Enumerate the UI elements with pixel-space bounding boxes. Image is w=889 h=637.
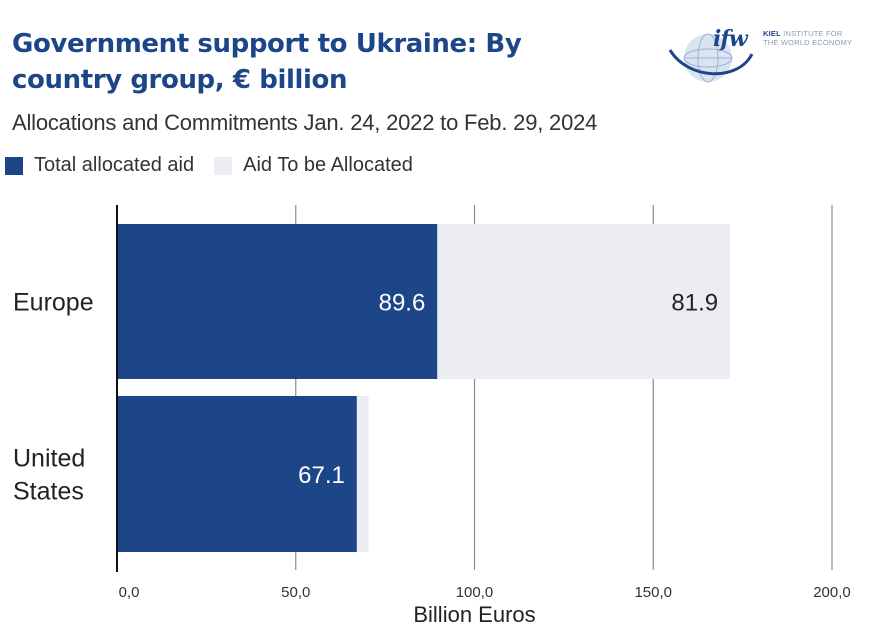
chart-title: Government support to Ukraine: By countr… bbox=[12, 29, 522, 95]
logo-org-line1: INSTITUTE FOR bbox=[780, 29, 843, 38]
chart-subtitle: Allocations and Commitments Jan. 24, 202… bbox=[12, 110, 598, 135]
x-tick-label-4: 200,0 bbox=[813, 584, 851, 601]
x-tick-label-3: 150,0 bbox=[634, 584, 672, 601]
bar-0-0 bbox=[117, 224, 438, 379]
legend-swatch-allocated bbox=[5, 156, 23, 175]
data-label-1-0: 67.1 bbox=[298, 462, 345, 489]
bar-1-0 bbox=[117, 396, 357, 552]
legend-label-to-be-allocated: Aid To be Allocated bbox=[243, 154, 413, 176]
legend-swatch-to-be-allocated bbox=[214, 156, 233, 175]
legend: Total allocated aid Aid To be Allocated bbox=[5, 154, 433, 177]
data-label-0-0: 89.6 bbox=[379, 290, 426, 317]
logo-org-name: KIEL INSTITUTE FOR THE WORLD ECONOMY bbox=[763, 29, 852, 47]
category-label-1-0: United bbox=[13, 445, 85, 473]
logo-org-line2: THE WORLD ECONOMY bbox=[763, 38, 853, 47]
logo-mark: ifw bbox=[713, 26, 748, 52]
bar-1-1 bbox=[356, 396, 369, 552]
data-label-0-1: 81.9 bbox=[671, 290, 718, 317]
bar-0-1 bbox=[437, 224, 731, 379]
legend-item-allocated[interactable]: Total allocated aid bbox=[5, 154, 194, 177]
legend-label-allocated: Total allocated aid bbox=[34, 154, 195, 176]
x-tick-label-2: 100,0 bbox=[456, 584, 494, 601]
globe-logo-icon bbox=[668, 33, 754, 83]
legend-item-to-be-allocated[interactable]: Aid To be Allocated bbox=[214, 154, 413, 177]
category-label-1-1: States bbox=[13, 478, 84, 506]
category-label-0-0: Europe bbox=[13, 289, 94, 317]
logo-org-bold: KIEL bbox=[763, 29, 781, 38]
x-tick-label-0: 0,0 bbox=[119, 584, 140, 601]
x-tick-label-1: 50,0 bbox=[281, 584, 310, 601]
x-axis-title: Billion Euros bbox=[413, 602, 535, 627]
